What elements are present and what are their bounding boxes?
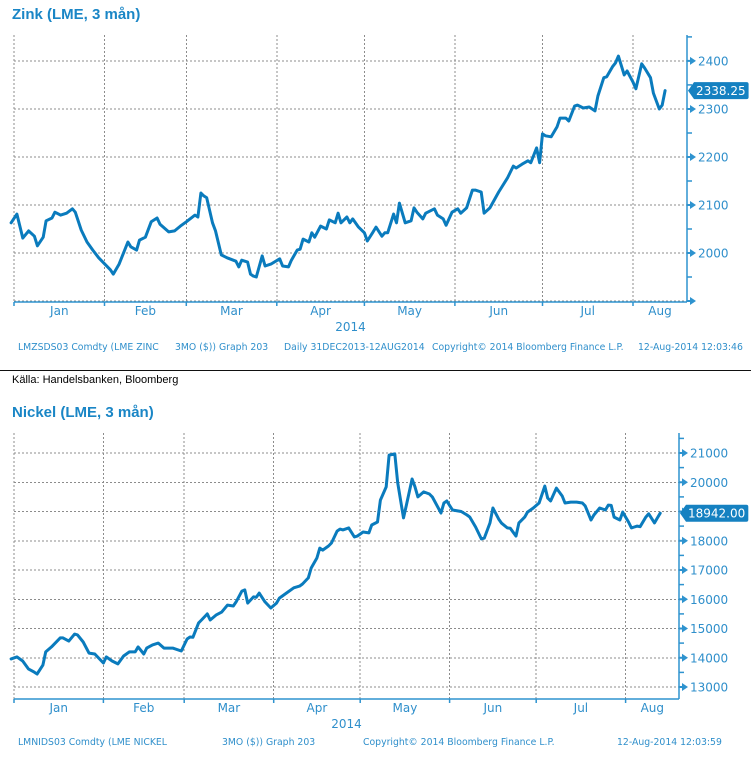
zinc-y-major-tick	[687, 297, 696, 305]
zinc-y-major-tick	[687, 105, 696, 113]
nickel-last-price-label: 18942.00	[688, 507, 745, 521]
zinc-y-major-tick	[687, 201, 696, 209]
zinc-month-label: Feb	[135, 304, 156, 318]
zinc-y-tick-label: 2200	[698, 151, 729, 165]
nickel-footer-graph: 3MO ($)) Graph 203	[222, 737, 316, 748]
zinc-price-line	[9, 54, 667, 279]
zinc-y-major-tick	[687, 56, 696, 65]
nickel-chart-title: Nickel (LME, 3 mån)	[12, 404, 154, 421]
zinc-y-tick-label: 2100	[698, 199, 729, 213]
nickel-y-tick-label: 13000	[690, 681, 728, 695]
nickel-footer-ticker: LMNIDS03 Comdty (LME NICKEL	[18, 737, 167, 748]
zinc-last-price-label: 2338.25	[696, 84, 746, 98]
zinc-footer-ticker: LMZSDS03 Comdty (LME ZINC	[18, 342, 159, 353]
zinc-footer-graph: 3MO ($)) Graph 203	[175, 342, 269, 353]
nickel-month-label: Mar	[218, 701, 241, 715]
nickel-month-label: Jul	[573, 701, 588, 715]
zinc-year-label: 2014	[335, 320, 366, 334]
nickel-month-label: Jun	[483, 701, 503, 715]
nickel-chart: Jan Feb Mar Apr May Jun Jul Aug 2014 13000 14000 15…	[9, 433, 749, 731]
nickel-y-tick-label: 18000	[690, 534, 728, 548]
nickel-y-tick-label: 14000	[690, 651, 728, 665]
nickel-year-label: 2014	[331, 717, 362, 731]
nickel-y-major-tick	[679, 478, 688, 487]
nickel-footer-copyright: Copyright© 2014 Bloomberg Finance L.P.	[363, 737, 555, 748]
nickel-y-major-tick	[679, 653, 688, 662]
nickel-month-label: May	[392, 701, 417, 715]
nickel-y-major-tick	[679, 449, 688, 457]
zinc-last-price-badge: 2338.25	[688, 82, 749, 100]
zinc-month-label: Apr	[310, 304, 331, 318]
zinc-month-label: May	[397, 304, 422, 318]
nickel-month-label: Aug	[641, 701, 664, 715]
section-divider	[0, 370, 751, 371]
nickel-y-major-tick	[679, 624, 688, 633]
nickel-y-tick-label: 17000	[690, 564, 728, 578]
zinc-y-tick-label: 2400	[698, 54, 729, 68]
zinc-footer-timestamp: 12-Aug-2014 12:03:46	[638, 342, 743, 353]
nickel-y-tick-label: 16000	[690, 593, 728, 607]
nickel-month-label: Feb	[133, 701, 154, 715]
zinc-badge-background	[688, 82, 749, 100]
zinc-footer-range: Daily 31DEC2013-12AUG2014	[284, 342, 425, 353]
zinc-y-major-tick	[687, 249, 696, 257]
zinc-month-label: Jan	[49, 304, 69, 318]
nickel-y-tick-label: 21000	[690, 447, 728, 461]
nickel-footer-timestamp: 12-Aug-2014 12:03:59	[617, 737, 722, 748]
nickel-y-tick-label: 15000	[690, 622, 728, 636]
nickel-y-tick-label: 20000	[690, 476, 728, 490]
nickel-y-major-tick	[679, 683, 688, 691]
zinc-month-label: Jun	[488, 304, 508, 318]
nickel-y-major-tick	[679, 566, 688, 574]
nickel-y-major-tick	[679, 595, 688, 604]
nickel-y-major-tick	[679, 536, 688, 545]
nickel-price-line	[9, 452, 662, 676]
zinc-chart-title: Zink (LME, 3 mån)	[12, 6, 141, 23]
zinc-month-label: Mar	[220, 304, 243, 318]
nickel-last-price-badge: 18942.00	[680, 504, 749, 522]
source-note: Källa: Handelsbanken, Bloomberg	[12, 374, 179, 386]
zinc-y-major-tick	[687, 153, 696, 161]
zinc-chart: Jan Feb Mar Apr May Jun Jul Aug 2014 2000 2100 2200…	[9, 35, 749, 334]
zinc-footer-copyright: Copyright© 2014 Bloomberg Finance L.P.	[432, 342, 624, 353]
nickel-month-label: Jan	[48, 701, 68, 715]
nickel-month-label: Apr	[307, 701, 328, 715]
nickel-badge-background	[680, 504, 749, 522]
zinc-y-tick-label: 2300	[698, 103, 729, 117]
zinc-month-label: Aug	[648, 304, 671, 318]
zinc-y-tick-label: 2000	[698, 247, 729, 261]
zinc-month-label: Jul	[579, 304, 594, 318]
